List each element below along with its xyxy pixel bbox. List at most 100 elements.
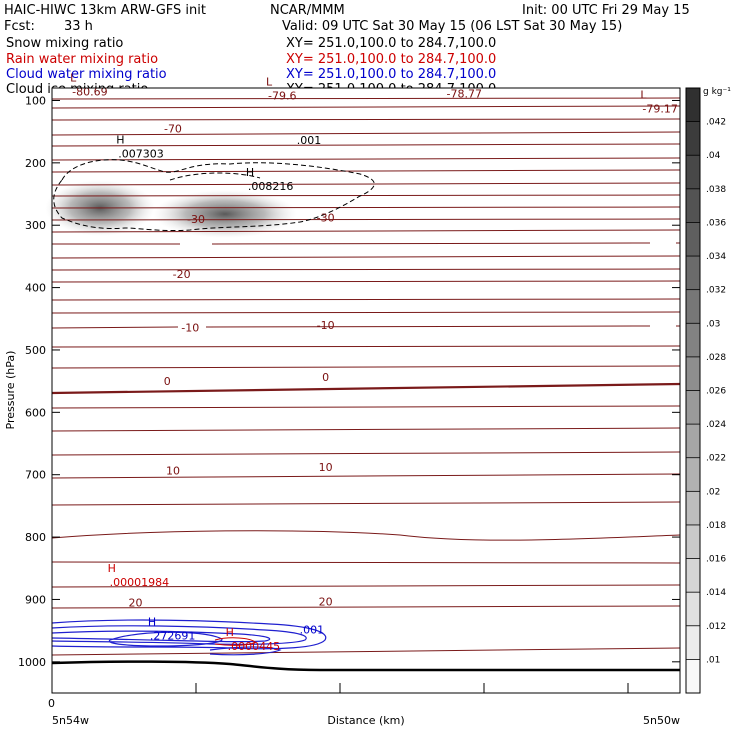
- temperature-label: 0: [322, 371, 329, 384]
- temperature-label: 20: [129, 597, 143, 610]
- temp-contour: [51, 118, 681, 121]
- temp-contour: [51, 647, 681, 656]
- colorbar-cell: [686, 424, 700, 458]
- extremum-marker: H: [108, 562, 116, 575]
- field-xy-rain: XY= 251.0,100.0 to 284.7,100.0: [286, 52, 496, 67]
- temp-contour: [51, 268, 681, 271]
- temp-contour: [51, 280, 681, 283]
- temp-contour: [51, 345, 681, 348]
- temp-contour: [51, 530, 681, 541]
- colorbar-tick-label: .022: [706, 454, 726, 464]
- y-tick-label: 1000: [18, 656, 46, 669]
- colorbar-tick-label: .014: [706, 588, 726, 598]
- cloud-ice-contour-inner: [169, 172, 261, 181]
- extremum-value: -79.6: [268, 89, 296, 102]
- x-end-label-left: 5n54w: [52, 714, 89, 727]
- extremum-value: .008216: [248, 180, 294, 193]
- temp-contour: [51, 194, 681, 197]
- colorbar-tick-label: .024: [706, 420, 726, 430]
- temp-contour-10: [51, 473, 681, 479]
- temp-contour: [51, 97, 681, 100]
- colorbar-cell: [686, 121, 700, 156]
- colorbar-cell: [686, 491, 700, 525]
- y-tick-label: 700: [25, 469, 46, 482]
- extremum-marker: L: [70, 72, 77, 85]
- cloud-water-contour: [51, 630, 271, 643]
- colorbar-cell: [686, 323, 700, 357]
- x-end-label-right: 5n50w: [643, 714, 680, 727]
- temp-contour: [51, 143, 681, 147]
- colorbar-cell: [686, 356, 700, 391]
- x-axis-title: Distance (km): [327, 714, 404, 727]
- plot-background: [52, 88, 680, 693]
- temp-contour: [51, 169, 681, 173]
- temperature-labels: -70 -30 -30 -20 -10 -10 0 0 10 10 20 20: [129, 123, 335, 610]
- temp-contour: [51, 405, 681, 409]
- extremum-marker: H: [148, 616, 156, 629]
- temperature-label: -10: [317, 319, 335, 332]
- field-xy-snow: XY= 251.0,100.0 to 284.7,100.0: [286, 36, 496, 51]
- rain-water-contour: [214, 637, 256, 646]
- y-tick-label: 600: [25, 406, 46, 419]
- field-name-snow: Snow mixing ratio: [6, 36, 123, 51]
- fcst-value: 33 h: [64, 19, 93, 34]
- colorbar-cell: [686, 188, 700, 223]
- temp-contour: [51, 105, 681, 109]
- temp-contour: [51, 584, 681, 588]
- colorbar-cell: [686, 659, 700, 693]
- colorbar-cell: [686, 155, 700, 189]
- temp-contour: [51, 311, 681, 314]
- colorbar-cell: [686, 256, 700, 290]
- temp-contour: [51, 182, 681, 186]
- extremum-value: .001: [297, 134, 322, 147]
- colorbar-tick-label: .04: [706, 151, 721, 161]
- colorbar-cell: [686, 88, 700, 122]
- temp-contour: [51, 255, 681, 259]
- temperature-label: -20: [173, 268, 191, 281]
- cloud-water-contour: [51, 619, 327, 650]
- temp-contour: [51, 561, 681, 564]
- colorbar-tick-label: .032: [706, 286, 726, 296]
- extremum-value: .00001984: [110, 576, 170, 589]
- plot-frame: [51, 87, 681, 694]
- colorbar-cell: [686, 592, 700, 626]
- extremum-value: .001: [300, 623, 325, 636]
- valid-time: Valid: 09 UTC Sat 30 May 15 (06 LST Sat …: [282, 19, 622, 34]
- colorbar: .01 .012 .014 .016 .018 .02 .022 .024 .026 .028 .0…: [685, 87, 731, 694]
- x-tick-label-0: 0: [48, 697, 55, 710]
- extremum-value: -79.17: [642, 103, 677, 116]
- colorbar-tick-label: .018: [706, 521, 726, 531]
- colorbar-tick-label: .02: [706, 487, 720, 497]
- extremum-value: -78.77: [447, 88, 482, 101]
- extremum-marker: L: [266, 75, 273, 88]
- colorbar-tick-label: .016: [706, 555, 726, 565]
- field-xy-cloud-water: XY= 251.0,100.0 to 284.7,100.0: [286, 67, 496, 82]
- extremum-value: -80.69: [72, 86, 107, 99]
- temp-contour: [51, 365, 681, 369]
- field-name-rain: Rain water mixing ratio: [6, 52, 158, 67]
- colorbar-tick-label: .036: [706, 218, 726, 228]
- colorbar-cell: [686, 289, 700, 324]
- temperature-label: 10: [319, 461, 333, 474]
- field-name-cloud-water: Cloud water mixing ratio: [6, 67, 167, 82]
- cloud-water-contours: [51, 619, 327, 656]
- temp-contour-20: [51, 605, 681, 609]
- temperature-contours: [51, 97, 681, 656]
- temperature-label: 10: [166, 464, 180, 477]
- colorbar-cells: [686, 88, 700, 693]
- extremum-value: .007303: [118, 147, 163, 160]
- temp-contour: [51, 298, 681, 301]
- temp-contour: [51, 218, 681, 221]
- y-tick-label: 200: [25, 157, 46, 170]
- extremum-marker: H: [246, 166, 254, 179]
- extrema-labels: L-80.69L-79.6 -78.77 L-79.17H.007303H.0082…: [70, 72, 678, 653]
- temp-contour-10: [51, 325, 680, 329]
- extremum-value: .0000445: [228, 640, 281, 653]
- extremum-marker: H: [226, 626, 234, 639]
- y-tick-label: 100: [25, 94, 46, 107]
- temperature-label: -30: [187, 213, 205, 226]
- cloud-water-contour: [108, 631, 223, 647]
